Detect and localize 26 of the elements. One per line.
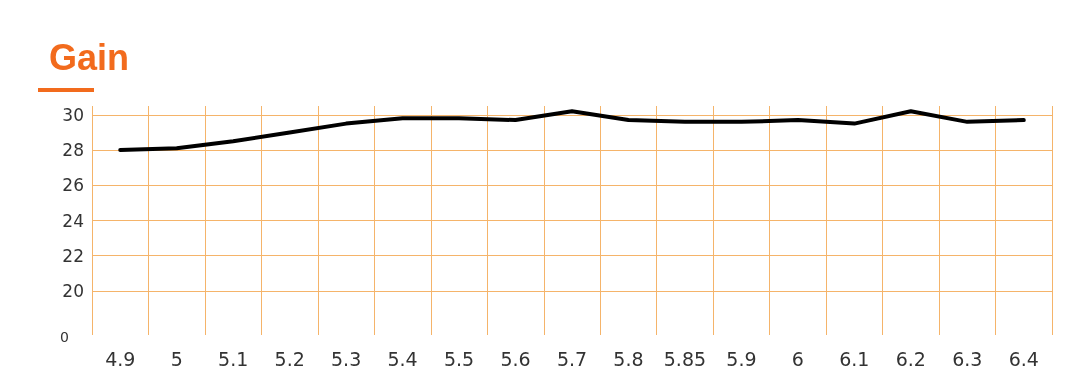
x-tick-label: 5.8 [613, 347, 644, 370]
x-tick-label: 5 [170, 347, 183, 370]
x-tick-label: 5.5 [443, 347, 475, 370]
x-tick-label: 5.2 [274, 347, 305, 370]
line-series [118, 109, 1026, 153]
x-tick-label: 6.3 [952, 347, 983, 370]
x-tick-label: 5.85 [663, 347, 707, 370]
x-tick-label: 6 [791, 347, 804, 370]
text: 0 [60, 329, 69, 345]
x-tick-label: 6.1 [839, 347, 870, 370]
x-tick-label: 5.4 [387, 347, 418, 370]
y-tick-label: 24 [62, 210, 84, 231]
y-tick-label: 22 [62, 245, 84, 266]
x-tick-label: 5.7 [556, 347, 588, 370]
x-tick-label: 5.6 [500, 347, 531, 370]
x-tick-label: 5.9 [726, 347, 757, 370]
x-tick-label: 6.4 [1008, 347, 1039, 370]
x-tick-label: 5.1 [218, 347, 249, 370]
x-tick-label: 4.9 [105, 347, 136, 370]
x-tick-label: 6.2 [895, 347, 926, 370]
y-tick-label: 20 [62, 280, 84, 301]
x-tick-label: 5.3 [331, 347, 362, 370]
chart-title: Gain [49, 36, 130, 78]
y-tick-label: 30 [62, 104, 84, 125]
y-tick-label: 28 [62, 140, 84, 161]
y-tick-label: 26 [62, 175, 84, 196]
